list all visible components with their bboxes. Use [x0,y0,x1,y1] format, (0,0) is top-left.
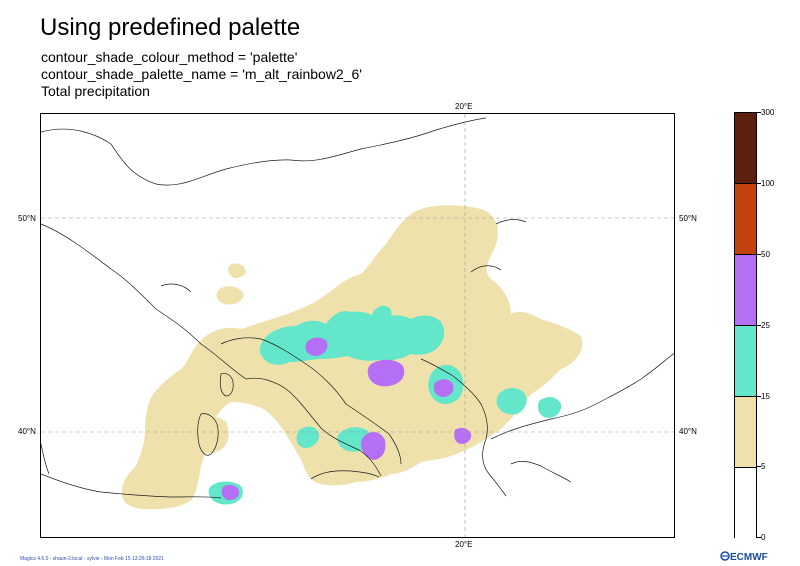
colour-bar-label-15: 15 [761,392,770,401]
coastlines [41,117,674,499]
colour-bar-tick [757,537,761,538]
map-panel[interactable] [40,113,675,538]
colour-bar-segment-50-100 [735,183,756,254]
colour-bar-tick [757,325,761,326]
colour-bar-segment-25-50 [735,254,756,325]
subtitle-parameter: Total precipitation [41,83,150,99]
lon-label-bottom: 20°E [455,540,473,549]
subtitle-palette-name: contour_shade_palette_name = 'm_alt_rain… [41,66,362,82]
colour-bar-tick [757,466,761,467]
colour-bar-segment-0-5 [735,467,756,538]
colour-bar-label-100: 100 [761,179,775,188]
graticule [41,114,674,537]
map-svg [41,114,674,537]
colour-bar-label-0: 0 [761,533,766,542]
colour-bar-segment-15-25 [735,325,756,396]
lon-label-top: 20°E [455,102,473,111]
lat-label-40-right: 40°N [679,427,697,436]
subtitle-colour-method: contour_shade_colour_method = 'palette' [41,49,298,65]
colour-bar-tick [757,183,761,184]
lat-label-50-right: 50°N [679,214,697,223]
colour-bar-label-25: 25 [761,321,770,330]
colour-bar-label-300: 300 [761,108,775,117]
colour-bar-segment-5-15 [735,396,756,467]
ecmwf-logo-text: ECMWF [730,552,768,563]
lat-label-40-left: 40°N [18,427,36,436]
colour-bar-tick [757,396,761,397]
colour-bar-label-5: 5 [761,462,766,471]
colour-bar-tick [757,112,761,113]
colour-bar [734,112,757,538]
precip-band-25-50 [221,337,472,501]
colour-bar-label-50: 50 [761,250,770,259]
ecmwf-logo-icon [720,551,730,561]
ecmwf-logo: ECMWF [720,551,768,563]
page-title: Using predefined palette [40,14,301,41]
colour-bar-tick [757,254,761,255]
colour-bar-segment-100-300 [735,113,756,183]
lat-label-50-left: 50°N [18,214,36,223]
footer-text: Magics 4.6.0 - shaun-2.local - sylvie - … [20,556,164,562]
